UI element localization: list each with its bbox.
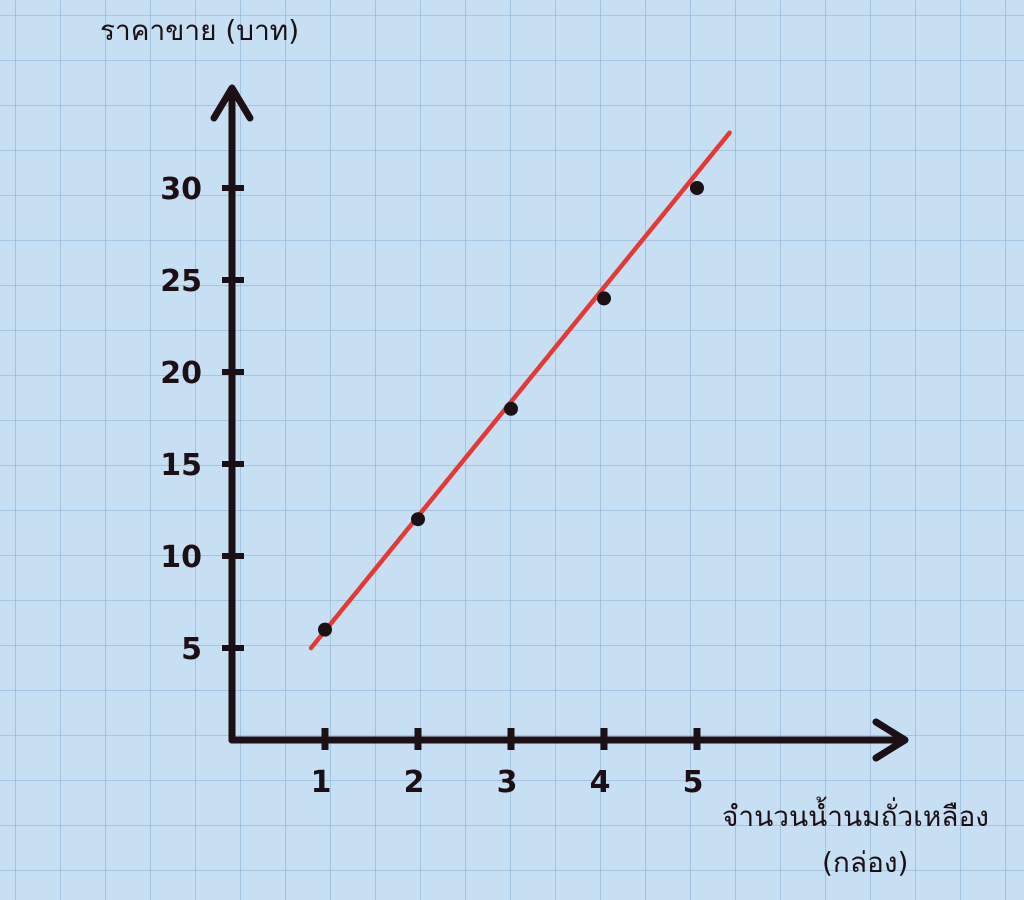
y-axis-title: ราคาขาย (บาท) (100, 14, 299, 47)
x-axis-arrow (872, 718, 909, 762)
y-tick-label: 15 (160, 448, 202, 483)
y-tick-label: 10 (160, 540, 202, 575)
ticks: 5 10 15 20 25 30 1 2 3 4 5 (160, 172, 703, 800)
trend-line-group (308, 130, 732, 651)
data-point (690, 181, 704, 195)
axes (210, 84, 909, 762)
y-tick-label: 20 (160, 356, 202, 391)
data-points (318, 181, 704, 637)
y-axis-arrow (210, 84, 254, 122)
x-axis-title-line2: (กล่อง) (822, 846, 908, 879)
y-tick-label: 25 (160, 264, 202, 299)
x-axis-title-line1: จำนวนน้ำนมถั่วเหลือง (722, 796, 989, 833)
y-tick-label: 5 (181, 632, 202, 667)
trend-line (308, 130, 732, 651)
x-tick-label: 5 (683, 765, 704, 800)
y-tick-label: 30 (160, 172, 202, 207)
data-point (504, 401, 518, 416)
data-point (597, 291, 611, 306)
x-tick-label: 1 (311, 765, 332, 800)
x-tick-label: 4 (590, 765, 611, 800)
x-tick-label: 2 (404, 765, 425, 800)
x-tick-label: 3 (497, 765, 518, 800)
data-point (318, 622, 332, 637)
data-point (411, 512, 425, 527)
